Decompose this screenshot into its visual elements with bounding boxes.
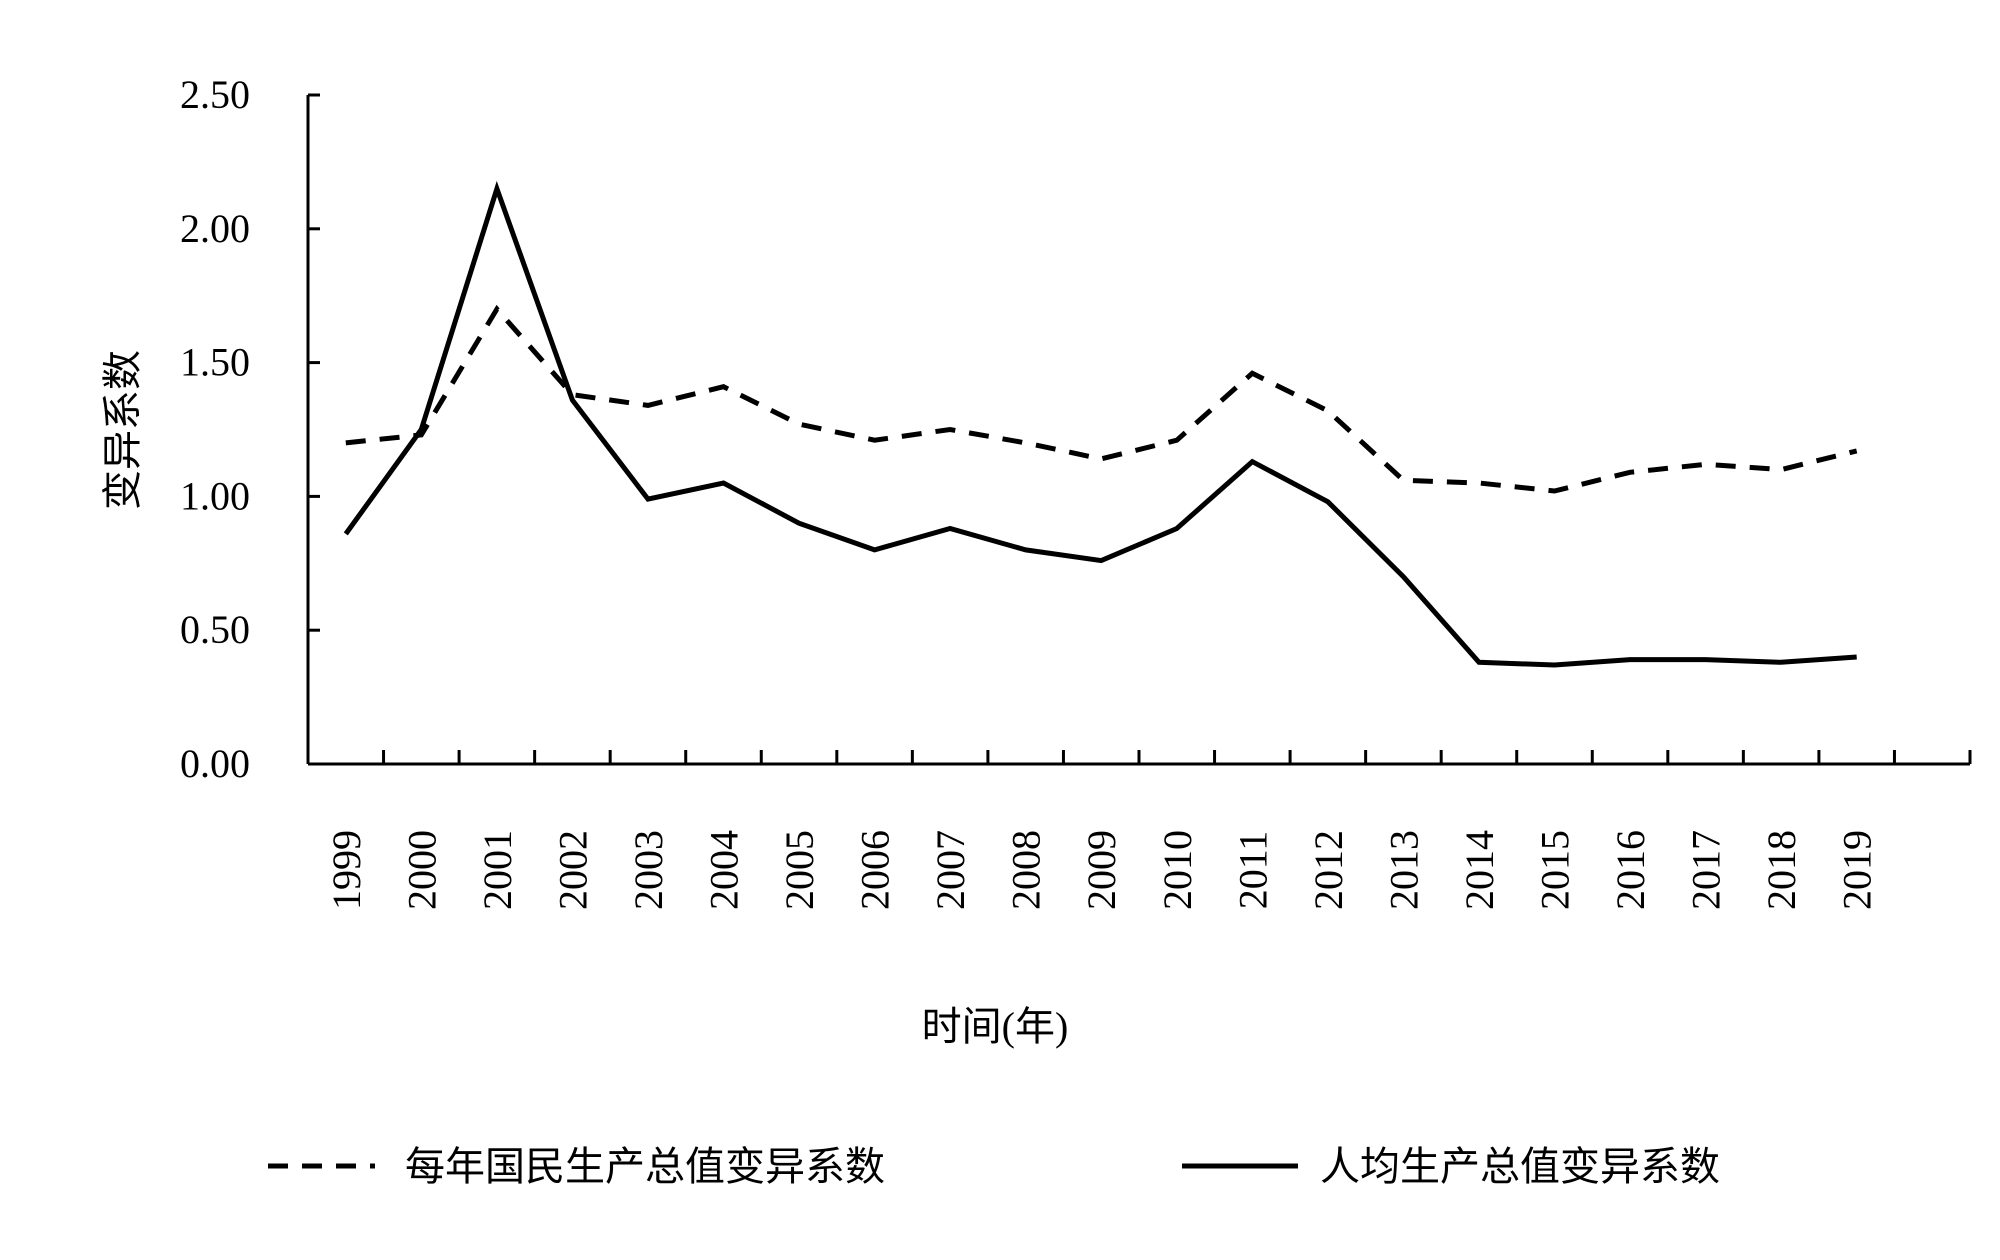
x-tick-label: 2006: [853, 830, 898, 910]
x-tick-label: 2014: [1457, 830, 1502, 910]
x-tick-label: 2003: [626, 830, 671, 910]
legend-label-per-capita: 人均生产总值变异系数: [1320, 1144, 1720, 1189]
y-tick-label: 0.00: [180, 741, 250, 786]
x-tick-label: 2009: [1079, 830, 1124, 910]
legend-label-gnp: 每年国民生产总值变异系数: [405, 1144, 885, 1189]
x-tick-label: 2019: [1835, 830, 1880, 910]
x-tick-label: 2016: [1608, 830, 1653, 910]
y-axis-label: 变异系数: [100, 350, 145, 510]
x-tick-label: 2008: [1004, 830, 1049, 910]
x-tick-label: 2015: [1533, 830, 1578, 910]
y-tick-label: 0.50: [180, 607, 250, 652]
y-tick-label: 1.50: [180, 340, 250, 385]
y-axis-ticks: 0.00 0.50 1.00 1.50 2.00 2.50: [180, 72, 320, 786]
x-tick-label: 2004: [702, 830, 747, 910]
x-tick-label: 2017: [1684, 830, 1729, 910]
x-axis-label: 时间(年): [922, 1004, 1069, 1049]
x-tick-label: 2010: [1155, 830, 1200, 910]
x-tick-label: 2007: [928, 830, 973, 910]
y-tick-label: 2.50: [180, 72, 250, 117]
axes: [306, 95, 1970, 766]
x-tick-label: 2005: [777, 830, 822, 910]
x-tick-label: 2000: [399, 830, 444, 910]
x-tick-label: 2013: [1381, 830, 1426, 910]
x-tick-label: 2011: [1230, 831, 1275, 910]
x-tick-label: 2001: [475, 830, 520, 910]
y-tick-label: 2.00: [180, 206, 250, 251]
y-tick-label: 1.00: [180, 473, 250, 518]
series-lines: [343, 180, 1858, 668]
x-tick-label: 2002: [550, 830, 595, 910]
x-axis-ticks: 1999 2000 2001 2002 2003 2004 2005 2006 2007 2008…: [324, 750, 1972, 910]
series-line-per-capita-solid: [343, 180, 1857, 668]
x-tick-label: 2012: [1306, 830, 1351, 910]
legend: 每年国民生产总值变异系数 人均生产总值变异系数: [268, 1144, 1720, 1189]
x-tick-label: 2018: [1759, 830, 1804, 910]
x-tick-label: 1999: [324, 830, 369, 910]
